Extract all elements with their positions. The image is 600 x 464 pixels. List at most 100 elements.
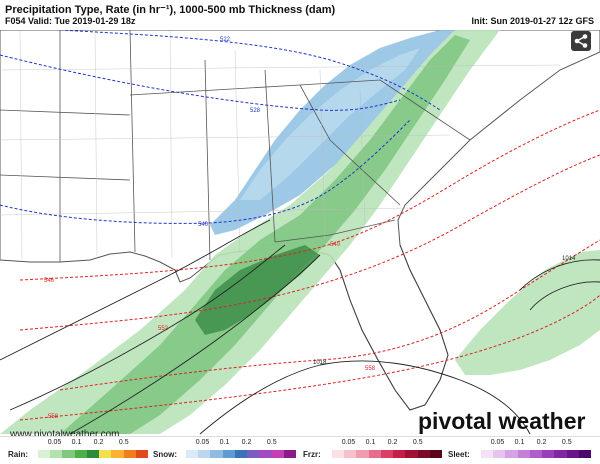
- legend-swatch: [135, 450, 148, 458]
- legend-sleet-label: Sleet:: [448, 450, 470, 459]
- legend-tick: 0.5: [561, 439, 572, 446]
- state-borders: [0, 30, 471, 262]
- label-1014: 1014: [562, 256, 576, 262]
- legend-sleet-bar: [481, 450, 591, 458]
- legend-frzr-label: Frzr:: [303, 450, 321, 459]
- legend-swatch: [86, 450, 100, 458]
- label-540-b: 540: [330, 242, 341, 248]
- legend-tick: 0.2: [536, 439, 547, 446]
- label-528: 528: [250, 108, 261, 114]
- legend-swatch: [99, 450, 112, 458]
- florida-coast: [304, 244, 449, 411]
- legend-swatch: [186, 450, 199, 458]
- rain-band-mid: [60, 35, 470, 434]
- rain-offshore: [455, 250, 600, 375]
- legend-rain: Rain: 0.05 0.1 0.2 0.5: [5, 437, 150, 464]
- legend-snow-bar: [186, 450, 296, 458]
- legend-swatch: [210, 450, 223, 458]
- legend-frzr: Frzr: 0.05 0.1 0.2 0.5: [300, 437, 445, 464]
- brand-logo: pivotal weather: [418, 408, 586, 434]
- snow-band-light: [240, 48, 420, 200]
- thickness-cold-lines: [0, 30, 441, 224]
- legend-rain-bar: [38, 450, 148, 458]
- legend-swatch: [222, 450, 235, 458]
- legend-swatch: [234, 450, 248, 458]
- label-552: 552: [158, 326, 169, 332]
- init-time: Init: Sun 2019-01-27 12z GFS: [471, 16, 594, 26]
- legend-swatch: [271, 450, 284, 458]
- legend-tick: 0.1: [514, 439, 525, 446]
- legend-swatch: [356, 450, 369, 458]
- county-lines: [0, 30, 561, 261]
- legend-tick: 0.1: [71, 439, 82, 446]
- label-546: 546: [44, 278, 55, 284]
- label-522: 522: [220, 37, 231, 43]
- legend-frzr-ticks: 0.05 0.1 0.2 0.5: [332, 439, 442, 449]
- legend-swatch: [283, 450, 296, 458]
- header: Precipitation Type, Rate (in hr⁻¹), 1000…: [0, 0, 600, 30]
- legend-swatch: [417, 450, 430, 458]
- legend-tick: 0.05: [341, 439, 356, 446]
- contour-labels: 522 528 540 540 546 552 558 558 1014 101…: [44, 37, 576, 420]
- label-540-a: 540: [198, 222, 209, 228]
- legend-swatch: [542, 450, 555, 458]
- legend-sleet: Sleet: 0.05 0.1 0.2 0.5: [445, 437, 595, 464]
- rain-band-light: [0, 30, 500, 434]
- legend-sleet-ticks: 0.05 0.1 0.2 0.5: [481, 439, 591, 449]
- precip-legend: Rain: 0.05 0.1 0.2 0.5 Snow: 0.05 0.1 0.…: [0, 436, 600, 464]
- legend-tick: 0.1: [219, 439, 230, 446]
- legend-swatch: [259, 450, 272, 458]
- legend-swatch: [50, 450, 63, 458]
- legend-tick: 0.5: [412, 439, 423, 446]
- legend-swatch: [505, 450, 518, 458]
- isobars: [0, 219, 600, 435]
- legend-swatch: [123, 450, 136, 458]
- legend-swatch: [332, 450, 345, 458]
- label-1018: 1018: [313, 360, 327, 366]
- legend-swatch: [529, 450, 543, 458]
- legend-swatch: [38, 450, 51, 458]
- legend-swatch: [62, 450, 75, 458]
- legend-tick: 0.5: [266, 439, 277, 446]
- legend-swatch: [554, 450, 567, 458]
- legend-tick: 0.1: [365, 439, 376, 446]
- legend-swatch: [198, 450, 211, 458]
- legend-swatch: [578, 450, 591, 458]
- legend-swatch: [481, 450, 494, 458]
- legend-swatch: [247, 450, 260, 458]
- share-icon: [574, 34, 588, 48]
- legend-swatch: [393, 450, 406, 458]
- legend-tick: 0.05: [47, 439, 62, 446]
- legend-frzr-bar: [332, 450, 442, 458]
- weather-map: 522 528 540 540 546 552 558 558 1014 101…: [0, 30, 600, 436]
- legend-snow-label: Snow:: [153, 450, 177, 459]
- legend-swatch: [566, 450, 579, 458]
- legend-rain-label: Rain:: [8, 450, 28, 459]
- legend-snow: Snow: 0.05 0.1 0.2 0.5: [150, 437, 300, 464]
- legend-swatch: [344, 450, 357, 458]
- rain-band-heavy: [195, 245, 320, 335]
- legend-tick: 0.2: [387, 439, 398, 446]
- legend-snow-ticks: 0.05 0.1 0.2 0.5: [186, 439, 296, 449]
- legend-rain-ticks: 0.05 0.1 0.2 0.5: [38, 439, 148, 449]
- map-title: Precipitation Type, Rate (in hr⁻¹), 1000…: [5, 4, 336, 16]
- legend-swatch: [493, 450, 506, 458]
- legend-tick: 0.5: [118, 439, 129, 446]
- legend-swatch: [429, 450, 442, 458]
- legend-swatch: [111, 450, 124, 458]
- legend-swatch: [380, 450, 394, 458]
- legend-swatch: [368, 450, 381, 458]
- legend-swatch: [517, 450, 530, 458]
- share-button[interactable]: [571, 31, 591, 51]
- valid-time: F054 Valid: Tue 2019-01-29 18z: [5, 16, 136, 26]
- legend-tick: 0.2: [93, 439, 104, 446]
- legend-tick: 0.2: [241, 439, 252, 446]
- label-558-b: 558: [48, 414, 59, 420]
- legend-swatch: [405, 450, 418, 458]
- legend-swatch: [74, 450, 87, 458]
- thickness-warm-lines: [19, 109, 600, 421]
- legend-tick: 0.05: [490, 439, 505, 446]
- site-credit: www.pivotalweather.com: [10, 429, 120, 440]
- label-558-a: 558: [365, 366, 376, 372]
- legend-tick: 0.05: [195, 439, 210, 446]
